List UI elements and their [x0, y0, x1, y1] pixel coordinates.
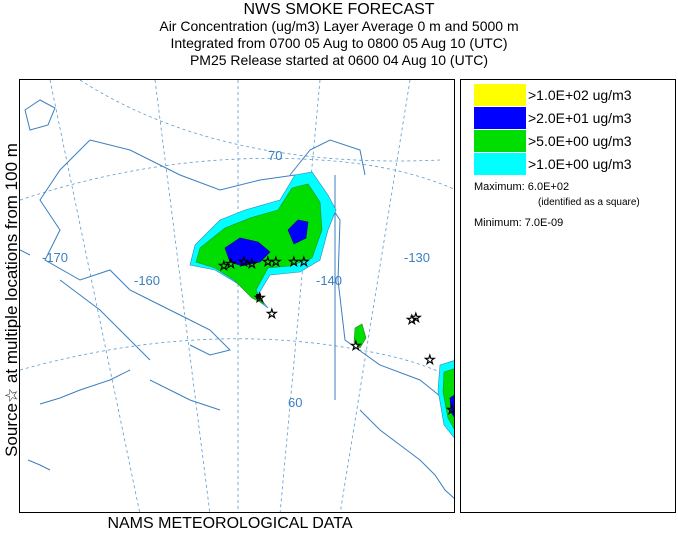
lon-label: -140	[316, 273, 342, 288]
plume-level-20	[287, 219, 309, 245]
page-title: NWS SMOKE FORECAST	[243, 1, 435, 18]
legend-label: >1.0E+02 ug/m3	[528, 87, 632, 103]
source-star-icon: ☆	[406, 313, 418, 328]
maximum-square-marker	[256, 294, 261, 299]
map-panel: ☆ ☆ ☆ ☆ ☆ ☆ ☆ ☆ ☆ ☆ ☆ ☆ ☆ ☆ ☆ -170 -160 …	[19, 79, 455, 513]
smoke-plume	[189, 171, 454, 438]
source-star-icon: ☆	[218, 259, 230, 274]
legend-swatch	[474, 153, 526, 175]
lon-label: -160	[134, 273, 160, 288]
lat-label: 70	[268, 148, 282, 163]
maximum-note: (identified as a square)	[538, 197, 640, 208]
map-graticule	[20, 80, 454, 512]
plume-level-5	[442, 368, 454, 430]
lon-label: -130	[404, 250, 430, 265]
source-star-icon: ☆	[350, 339, 362, 354]
lat-label: 60	[288, 395, 302, 410]
subtitle-line-1: Air Concentration (ug/m3) Layer Average …	[159, 18, 519, 34]
source-star-icon: ☆	[246, 257, 258, 272]
meteorological-data-label: NAMS METEOROLOGICAL DATA	[107, 515, 353, 532]
source-star-icon: ☆	[446, 403, 455, 418]
legend-swatch	[474, 107, 526, 129]
legend-swatch	[474, 84, 526, 106]
plume-level-20	[449, 394, 454, 418]
legend-panel: >1.0E+02 ug/m3 >2.0E+01 ug/m3 >5.0E+00 u…	[460, 79, 676, 513]
header: NWS SMOKE FORECAST Air Concentration (ug…	[0, 0, 678, 69]
source-star-icon: ☆	[410, 311, 422, 326]
maximum-value: Maximum: 6.0E+02	[474, 181, 570, 193]
plume-level-20	[224, 237, 271, 267]
source-star-icon: ☆	[298, 255, 310, 270]
legend-swatch	[474, 130, 526, 152]
source-star-icon: ☆	[266, 307, 278, 322]
minimum-value: Minimum: 7.0E-09	[474, 217, 564, 229]
source-star-icon: ☆	[424, 353, 436, 368]
coastlines	[20, 99, 454, 499]
source-star-icon: ☆	[262, 255, 274, 270]
plume-level-5	[353, 323, 367, 349]
source-star-icon: ☆	[238, 255, 250, 270]
subtitle-line-3: PM25 Release started at 0600 04 Aug 10 (…	[189, 52, 489, 68]
legend-label: >5.0E+00 ug/m3	[528, 133, 632, 149]
lon-label: -170	[42, 250, 68, 265]
source-star-icon: ☆	[288, 255, 300, 270]
source-star-icon: ☆	[225, 257, 237, 272]
smoke-map: ☆ ☆ ☆ ☆ ☆ ☆ ☆ ☆ ☆ ☆ ☆ ☆ ☆ ☆ ☆ -170 -160 …	[20, 80, 455, 512]
legend-label: >2.0E+01 ug/m3	[528, 110, 632, 126]
graticule-labels: -170 -160 -140 -130 70 60	[42, 148, 430, 410]
subtitle-line-2: Integrated from 0700 05 Aug to 0800 05 A…	[170, 35, 508, 51]
legend-label: >1.0E+00 ug/m3	[528, 156, 632, 172]
source-star-icon: ☆	[270, 255, 282, 270]
